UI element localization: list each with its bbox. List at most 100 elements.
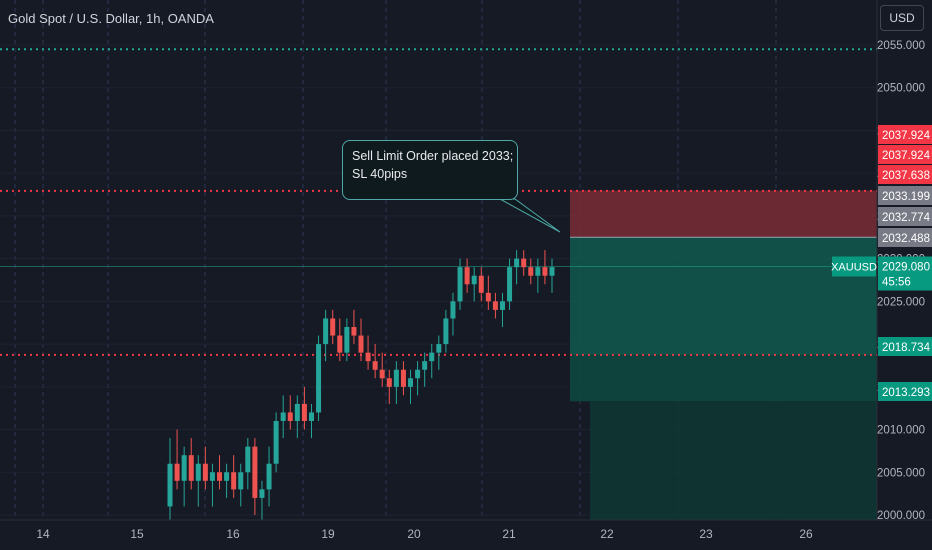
candle-body [195,463,201,481]
candle-body [351,327,357,336]
candle-body [528,267,534,276]
candle [542,250,548,285]
x-tick-label: 22 [600,527,614,541]
candle-body [294,403,300,421]
candle [471,267,477,302]
candle [280,395,286,439]
candle-body [415,369,421,379]
candle [464,258,470,293]
x-tick-label: 23 [699,527,713,541]
candle-body [422,361,428,370]
candle [528,258,534,285]
candle-body [167,463,173,507]
candle [330,309,336,345]
candle [217,455,223,490]
candle-body [308,412,314,421]
time-axis[interactable]: 14 15 16 19 20 21 22 23 26 [0,519,932,550]
candle [514,250,520,285]
price-badge-label: 2032.774 [882,212,931,224]
candle [457,258,463,310]
candle-body [174,463,180,481]
candle-body [252,446,258,498]
take-profit-zone-1 [570,237,877,355]
price-badge-label: 2033.199 [882,191,930,203]
y-tick-label: 2010.000 [877,425,925,437]
candles [167,198,561,533]
candle [167,438,173,524]
candle [372,344,378,379]
candle-body [188,455,194,481]
price-badge [878,228,932,247]
candle [188,438,194,490]
annotation-line-1: Sell Limit Order placed 2033; [352,149,514,163]
candle [408,369,414,404]
y-tick-label: 2000.000 [877,510,925,522]
price-axis[interactable]: 2055.0002050.0002045.0002040.0002035.000… [831,0,932,550]
candle-body [202,463,208,481]
candle [209,463,215,507]
y-tick-label: 2050.000 [877,83,925,95]
x-tick-label: 16 [226,527,240,541]
candle [422,352,428,387]
candle [485,275,491,310]
candle-body [344,327,350,353]
candle [245,438,251,490]
x-tick-label: 20 [407,527,421,541]
candle-body [464,267,470,285]
candle [386,369,392,404]
price-badge [878,207,932,226]
candle [507,258,513,310]
currency-button[interactable]: USD [880,5,924,31]
candle [393,361,399,404]
price-badge-label: 2032.488 [882,233,930,245]
stop-loss-zone [570,190,877,238]
candle [195,455,201,507]
symbol-badge-label: XAUUSD [831,261,877,273]
candle [181,446,187,507]
symbol-badge [832,256,876,277]
candle-body [372,361,378,370]
candle-body [400,369,406,387]
candle-body [471,275,477,285]
time-axis-bg [0,520,932,550]
candle [351,309,357,345]
candle-body [499,301,505,310]
candle-body [280,412,286,421]
candle [294,395,300,439]
candle [492,292,498,319]
candle-body [238,472,244,490]
candle-body [330,318,336,336]
candle-body [450,301,456,319]
candle-body [507,267,513,302]
candle-body [436,344,442,353]
candle [252,438,258,515]
annotation-callout[interactable]: Sell Limit Order placed 2033; SL 40pips [342,140,518,200]
take-profit-zone-3 [590,401,877,520]
candle [174,429,180,490]
candle-body [521,258,527,268]
candle-body [408,378,414,387]
candle [344,318,350,362]
x-tick-label: 15 [130,527,144,541]
candle [323,309,329,362]
candle-body [379,369,385,379]
y-tick-label: 2055.000 [877,40,925,52]
annotation-line-2: SL 40pips [352,167,408,181]
candle-body [549,267,555,276]
candle-body [478,275,484,293]
current-price-label: 2029.080 [882,261,930,273]
candle-body [259,489,265,498]
price-badge [878,165,932,184]
candle-body [429,352,435,362]
price-badge-label: 2037.924 [882,150,931,162]
candle-body [358,335,364,353]
candle-body [266,463,272,490]
price-badge [878,382,932,401]
price-badge-label: 2037.924 [882,130,931,142]
candle-body [393,369,399,387]
position-zones [570,190,877,520]
candle-body [245,446,251,473]
candle-body [287,412,293,421]
candle [365,335,371,370]
